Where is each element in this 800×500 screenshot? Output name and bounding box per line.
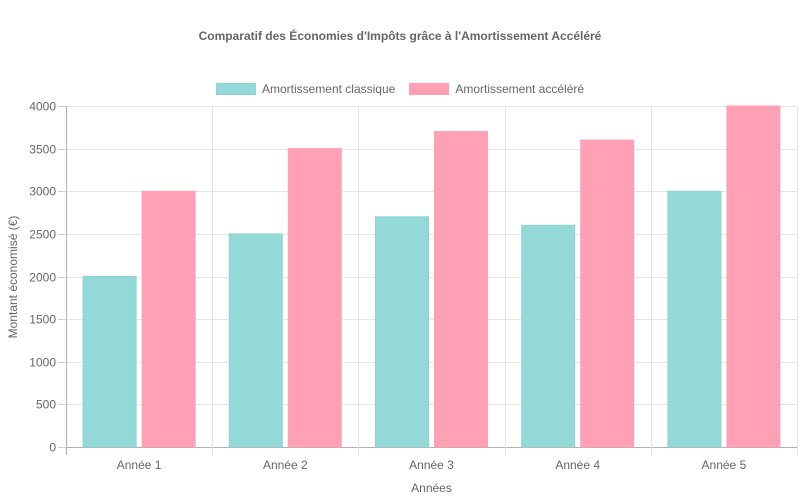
bar-accelere[interactable] [287,148,342,448]
bar-classique[interactable] [375,216,429,448]
bar-accelere[interactable] [434,131,488,448]
y-axis-title: Montant économisé (€) [6,215,20,339]
y-tick-label: 0 [49,441,56,455]
legend-item-classique[interactable]: Amortissement classique [215,82,396,96]
x-tick-label: Année 1 [117,458,162,472]
x-tick-label: Année 4 [555,458,600,472]
y-tick-label: 3000 [29,185,56,199]
chart-legend: Amortissement classique Amortissement ac… [0,82,800,96]
chart-title: Comparatif des Économies d'Impôts grâce … [198,29,602,43]
legend-label-accelere: Amortissement accéléré [455,82,585,96]
legend-swatch-classique [215,83,256,95]
bar-classique[interactable] [228,233,283,448]
x-tick-label: Année 3 [409,458,454,472]
y-tick-label: 3500 [29,143,56,157]
x-tick-label: Année 5 [702,458,747,472]
legend-label-classique: Amortissement classique [261,82,396,96]
bar-accelere[interactable] [580,139,635,448]
y-tick-label: 500 [36,398,56,412]
bar-classique[interactable] [82,276,137,448]
legend-item-accelere[interactable]: Amortissement accéléré [409,82,584,96]
legend-swatch-accelere [409,83,450,95]
y-tick-label: 1500 [29,313,56,327]
x-tick-label: Année 2 [263,458,308,472]
y-tick-label: 2000 [29,271,56,285]
bar-classique[interactable] [521,224,576,448]
y-tick-label: 4000 [29,100,56,114]
y-tick-label: 1000 [29,356,56,370]
y-tick-label: 2500 [29,228,56,242]
bar-accelere[interactable] [141,190,196,448]
x-axis-title: Années [411,481,452,495]
bar-classique[interactable] [667,190,722,448]
bar-accelere[interactable] [726,105,781,448]
